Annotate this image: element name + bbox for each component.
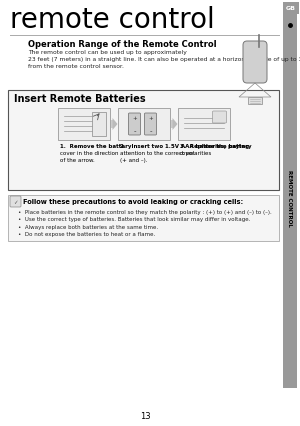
Text: remote control: remote control: [10, 6, 215, 34]
Bar: [170, 121, 173, 129]
Text: cover in the direction: cover in the direction: [59, 151, 118, 155]
Text: The remote control can be used up to approximately: The remote control can be used up to app…: [28, 50, 187, 55]
Bar: [178, 109, 230, 141]
Text: •  Place batteries in the remote control so they match the polarity : (+) to (+): • Place batteries in the remote control …: [18, 210, 272, 215]
FancyBboxPatch shape: [128, 114, 140, 136]
Text: REMOTE CONTROL: REMOTE CONTROL: [287, 170, 292, 226]
Text: Follow these precautions to avoid leaking or cracking cells:: Follow these precautions to avoid leakin…: [23, 199, 243, 204]
Text: +: +: [132, 116, 137, 121]
Text: 2.   Insert two 1.5V AAA batteries, paying: 2. Insert two 1.5V AAA batteries, paying: [119, 144, 249, 149]
Bar: [283, 8, 297, 388]
Text: •  Always replace both batteries at the same time.: • Always replace both batteries at the s…: [18, 225, 158, 230]
Text: ✓: ✓: [13, 199, 18, 204]
Text: cover.: cover.: [179, 151, 196, 155]
Bar: [283, 3, 299, 15]
Text: attention to the correct polarities: attention to the correct polarities: [119, 151, 211, 155]
FancyBboxPatch shape: [145, 114, 157, 136]
Text: Operation Range of the Remote Control: Operation Range of the Remote Control: [28, 40, 217, 49]
FancyBboxPatch shape: [10, 196, 21, 207]
Polygon shape: [112, 119, 118, 131]
Text: 23 feet (7 meters) in a straight line. It can also be operated at a horizontal a: 23 feet (7 meters) in a straight line. I…: [28, 57, 300, 62]
Text: GB: GB: [286, 6, 296, 12]
Text: (+ and –).: (+ and –).: [119, 158, 147, 163]
FancyBboxPatch shape: [243, 42, 267, 84]
Bar: [8, 91, 279, 190]
FancyBboxPatch shape: [248, 98, 262, 105]
Bar: [110, 121, 113, 129]
Text: -: -: [133, 128, 136, 134]
Bar: [58, 109, 110, 141]
Text: 3.  Replace the battery: 3. Replace the battery: [179, 144, 251, 149]
Polygon shape: [172, 119, 178, 131]
Text: Insert Remote Batteries: Insert Remote Batteries: [14, 94, 146, 104]
Bar: [8, 196, 279, 242]
Bar: [118, 109, 170, 141]
Text: -: -: [149, 128, 152, 134]
Text: 1.  Remove the battery: 1. Remove the battery: [59, 144, 131, 149]
Text: •  Do not expose the batteries to heat or a flame.: • Do not expose the batteries to heat or…: [18, 232, 155, 237]
FancyBboxPatch shape: [92, 113, 106, 137]
Text: 13: 13: [140, 411, 150, 420]
FancyBboxPatch shape: [212, 112, 226, 124]
Text: from the remote control sensor.: from the remote control sensor.: [28, 64, 124, 69]
Text: •  Use the correct type of batteries. Batteries that look similar may differ in : • Use the correct type of batteries. Bat…: [18, 217, 250, 222]
Text: +: +: [148, 116, 153, 121]
Text: of the arrow.: of the arrow.: [59, 158, 94, 163]
